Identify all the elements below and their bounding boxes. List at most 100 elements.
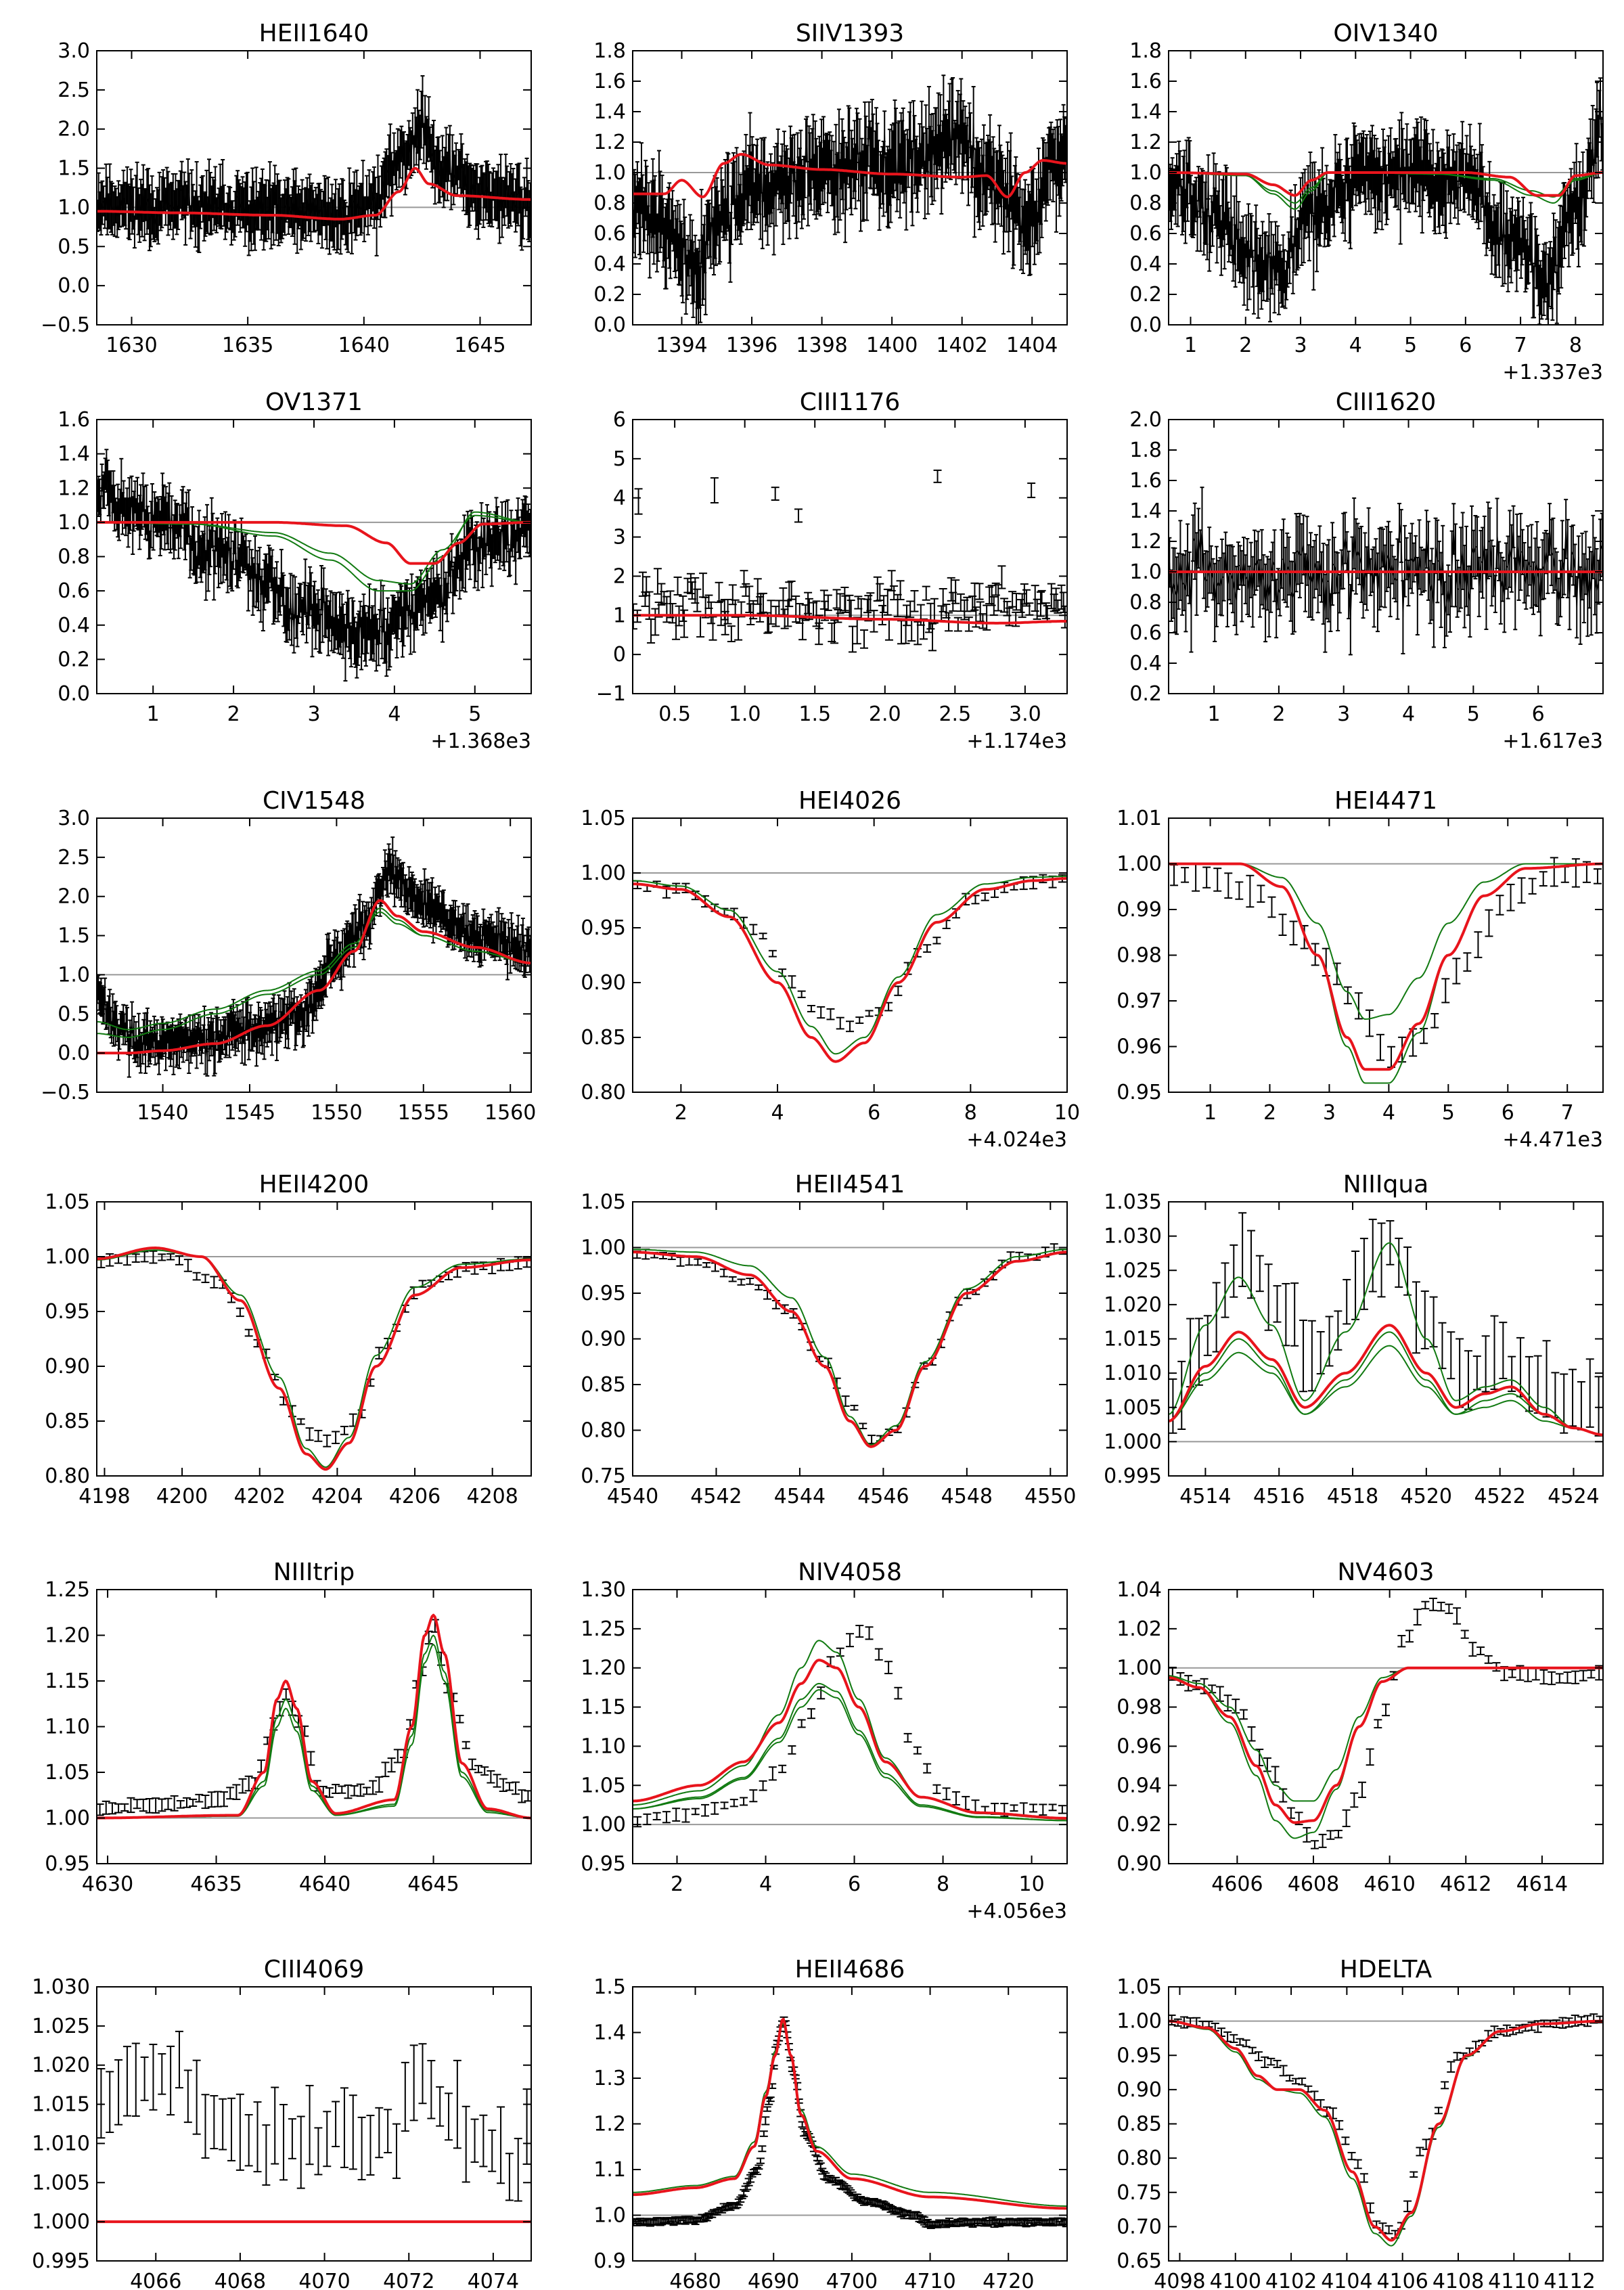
data-trace	[1530, 233, 1533, 243]
x-tick-label: 1645	[454, 334, 505, 357]
data-trace	[637, 202, 640, 217]
data-trace	[876, 158, 879, 169]
data-trace	[929, 150, 932, 156]
data-trace	[907, 142, 910, 164]
data-trace	[1390, 161, 1393, 179]
data-trace	[1579, 198, 1581, 210]
data-trace	[884, 133, 886, 176]
data-trace	[346, 229, 349, 233]
data-trace	[298, 207, 300, 210]
data-trace	[1383, 165, 1386, 177]
data-trace	[1216, 213, 1219, 229]
data-trace	[1334, 160, 1337, 187]
data-trace	[181, 190, 184, 202]
data-trace	[641, 201, 644, 222]
data-trace	[1583, 202, 1586, 212]
y-tick-label: 1.0	[593, 161, 626, 185]
data-trace	[252, 200, 254, 213]
data-trace	[674, 242, 677, 251]
data-trace	[355, 202, 358, 215]
data-trace	[102, 489, 105, 493]
y-tick-label: 0.8	[593, 192, 626, 215]
data-trace	[757, 181, 760, 195]
data-trace	[756, 179, 758, 181]
data-trace	[500, 182, 503, 208]
data-trace	[692, 261, 694, 280]
data-trace	[1449, 164, 1451, 196]
x-tick-label: 1394	[656, 334, 707, 357]
data-trace	[1469, 162, 1472, 171]
data-trace	[192, 204, 195, 212]
data-trace	[1250, 235, 1253, 237]
data-trace	[217, 206, 220, 210]
data-trace	[800, 164, 803, 194]
data-trace	[1490, 228, 1493, 241]
data-trace	[176, 204, 179, 212]
data-trace	[886, 182, 888, 187]
y-tick-label: 0.5	[58, 235, 90, 259]
data-trace	[332, 221, 335, 224]
data-trace	[356, 202, 359, 209]
data-trace	[1578, 198, 1581, 232]
data-trace	[520, 216, 522, 220]
data-trace	[118, 505, 121, 520]
data-trace	[235, 196, 238, 198]
data-trace	[979, 187, 981, 189]
data-trace	[398, 154, 401, 167]
data-trace	[1495, 225, 1498, 242]
data-trace	[762, 170, 765, 221]
data-trace	[390, 154, 392, 185]
data-trace	[1409, 158, 1412, 172]
data-trace	[1322, 197, 1326, 219]
data-trace	[191, 200, 194, 205]
data-trace	[633, 203, 635, 232]
data-trace	[682, 223, 685, 271]
data-trace	[1320, 185, 1323, 214]
data-trace	[708, 220, 710, 231]
data-trace	[663, 239, 666, 248]
data-trace	[109, 196, 112, 207]
data-trace	[110, 206, 113, 210]
data-trace	[1438, 189, 1441, 196]
data-trace	[148, 198, 150, 218]
data-trace	[909, 130, 912, 177]
data-trace	[1345, 161, 1347, 204]
data-trace	[1496, 225, 1499, 235]
data-trace	[1027, 217, 1030, 234]
data-trace	[847, 141, 849, 166]
data-trace	[1221, 212, 1223, 248]
data-trace	[1196, 183, 1199, 231]
data-trace	[738, 192, 740, 210]
data-trace	[1185, 174, 1188, 217]
data-trace	[924, 147, 927, 190]
data-trace	[970, 166, 973, 171]
data-trace	[1044, 181, 1046, 183]
data-trace	[392, 154, 395, 177]
data-trace	[700, 226, 703, 271]
data-trace	[1248, 235, 1251, 275]
data-trace	[940, 130, 943, 174]
data-trace	[1347, 169, 1349, 180]
data-trace	[786, 185, 789, 199]
data-trace	[345, 223, 348, 233]
data-trace	[1169, 189, 1171, 194]
data-trace	[1340, 188, 1343, 199]
data-trace	[137, 503, 139, 517]
data-trace	[167, 203, 170, 206]
data-trace	[1012, 225, 1014, 228]
data-trace	[136, 190, 139, 212]
data-trace	[1203, 212, 1206, 234]
data-trace	[408, 143, 411, 153]
data-trace	[1366, 157, 1369, 178]
panel-siiv1393: 1394 1396 1398 1400 1402 1404 0.0 0.2 0.4 0.6 0.8 1…	[593, 20, 1068, 357]
data-trace	[968, 122, 971, 135]
data-trace	[134, 196, 137, 232]
data-trace	[119, 199, 122, 210]
data-trace	[970, 135, 972, 171]
data-trace	[166, 188, 169, 204]
data-trace	[390, 177, 394, 185]
data-trace	[127, 185, 129, 212]
data-trace	[727, 192, 730, 244]
data-trace	[913, 120, 916, 155]
